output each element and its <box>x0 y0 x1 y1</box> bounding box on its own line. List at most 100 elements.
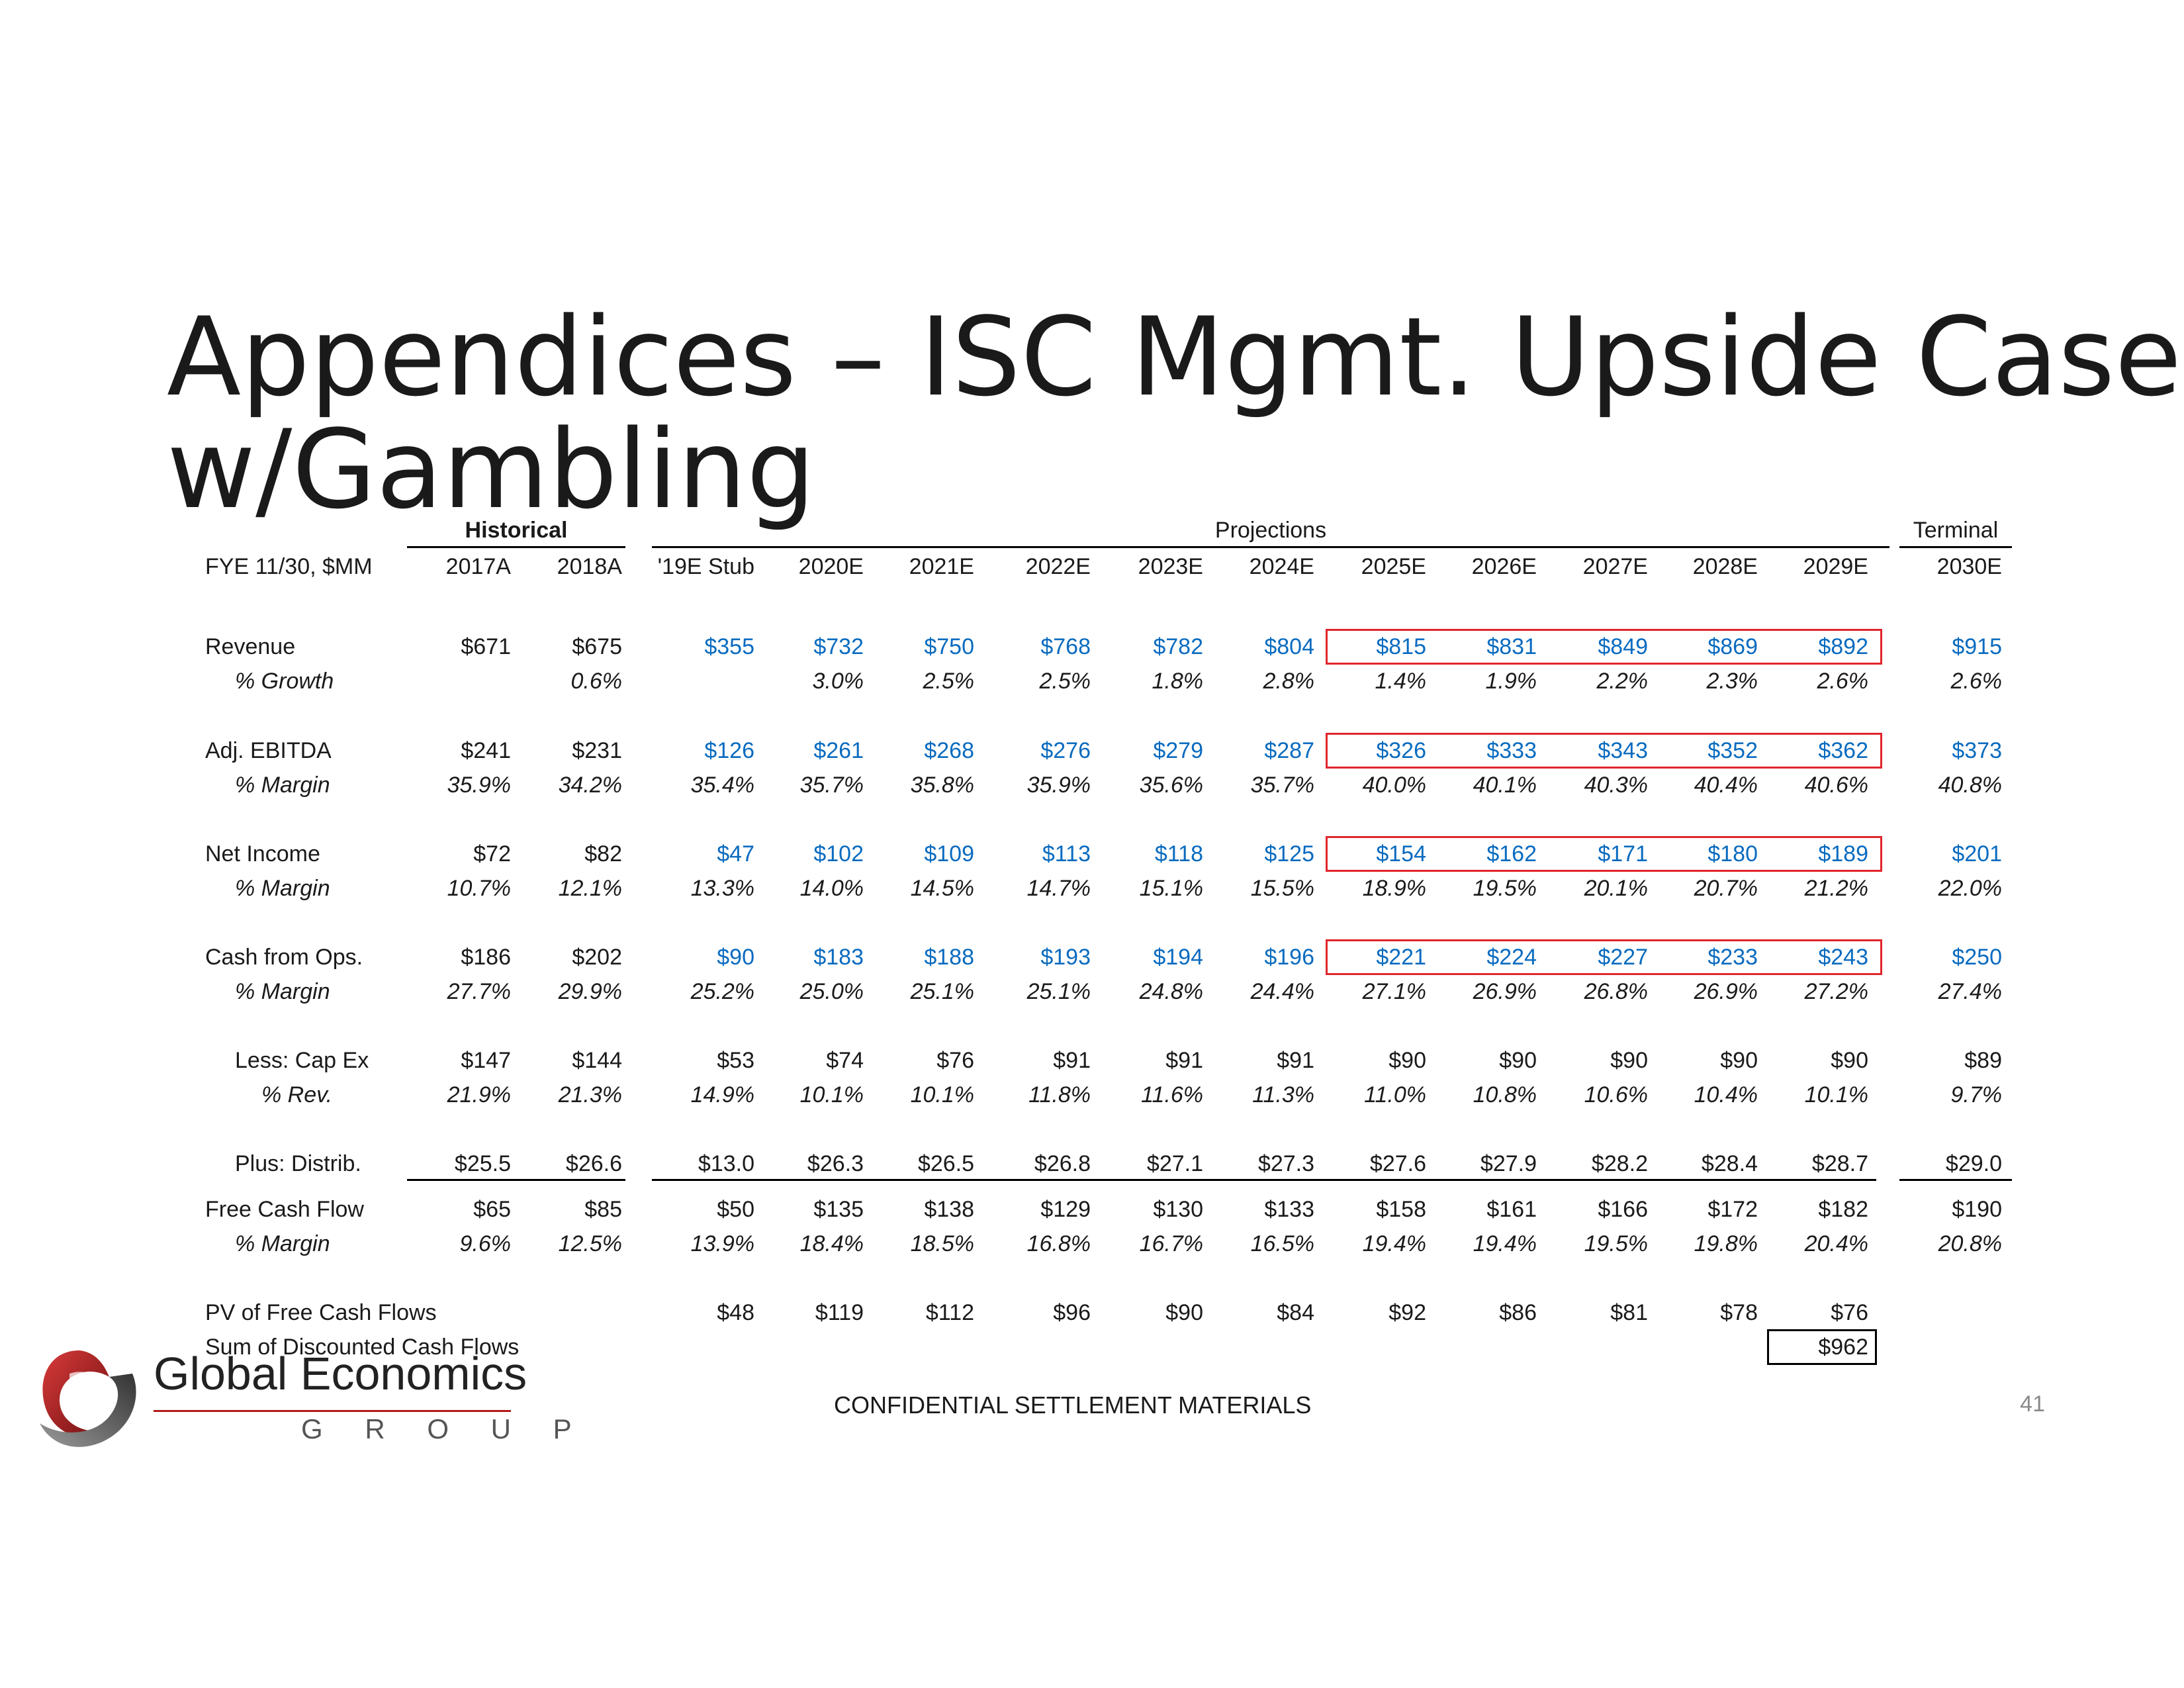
logo-divider <box>154 1410 511 1412</box>
row-label: Adj. EBITDA <box>205 738 332 763</box>
table-cell: 35.8% <box>910 773 974 798</box>
table-cell: 11.6% <box>1141 1082 1203 1107</box>
table-cell: $112 <box>925 1300 974 1325</box>
table-cell: $892 <box>1818 634 1868 659</box>
table-cell: $782 <box>1153 634 1203 659</box>
highlight-box <box>1326 733 1882 769</box>
column-header: 2022E <box>1025 554 1091 579</box>
row-label: % Rev. <box>261 1082 333 1107</box>
table-cell: $47 <box>717 841 754 867</box>
table-cell: 40.0% <box>1362 773 1426 798</box>
row-label: Less: Cap Ex <box>235 1048 369 1073</box>
table-cell: 16.7% <box>1139 1231 1203 1256</box>
company-logo-icon <box>40 1350 136 1447</box>
table-cell: $161 <box>1486 1197 1537 1222</box>
row-label: Free Cash Flow <box>205 1197 364 1222</box>
table-cell: $13.0 <box>698 1151 754 1176</box>
table-cell: $804 <box>1264 634 1314 659</box>
table-cell: 18.4% <box>799 1231 864 1256</box>
table-cell: 12.1% <box>558 876 622 901</box>
row-label: % Growth <box>235 669 334 694</box>
table-cell: 10.1% <box>799 1082 864 1107</box>
table-cell: $27.3 <box>1257 1151 1314 1176</box>
table-cell: $243 <box>1818 945 1868 970</box>
table-cell: $750 <box>924 634 974 659</box>
table-cell: 14.5% <box>910 876 974 901</box>
table-cell: 27.2% <box>1804 979 1868 1004</box>
table-cell: $78 <box>1720 1300 1758 1325</box>
table-cell: 21.9% <box>447 1082 511 1107</box>
table-cell: 11.8% <box>1028 1082 1091 1107</box>
table-cell: $90 <box>717 945 754 970</box>
row-label: % Margin <box>235 1231 330 1256</box>
table-cell: $183 <box>813 945 864 970</box>
table-cell: $171 <box>1598 841 1648 867</box>
table-cell: 29.9% <box>558 979 622 1004</box>
table-cell: 20.1% <box>1584 876 1648 901</box>
table-cell: 18.9% <box>1362 876 1426 901</box>
table-cell: $102 <box>813 841 864 867</box>
slide-title-line-1: Appendices – ISC Mgmt. Upside Case <box>167 294 2182 420</box>
table-cell: 1.4% <box>1375 669 1427 694</box>
table-cell: $26.5 <box>917 1151 974 1176</box>
table-cell: $193 <box>1040 945 1091 970</box>
table-cell: 34.2% <box>558 773 622 798</box>
table-cell: $196 <box>1264 945 1314 970</box>
table-cell: $352 <box>1707 738 1758 763</box>
table-cell: $86 <box>1499 1300 1537 1325</box>
table-cell: $26.3 <box>807 1151 864 1176</box>
confidential-footer: CONFIDENTIAL SETTLEMENT MATERIALS <box>834 1391 1312 1419</box>
table-cell: $287 <box>1264 738 1314 763</box>
row-label: % Margin <box>235 979 330 1004</box>
table-cell: 14.0% <box>799 876 864 901</box>
table-cell: $27.6 <box>1369 1151 1426 1176</box>
table-cell: $91 <box>1165 1048 1203 1073</box>
row-label: % Margin <box>235 773 330 798</box>
logo-wordmark: Global Economics <box>154 1348 527 1399</box>
table-cell: 2.5% <box>1039 669 1091 694</box>
table-cell: $831 <box>1486 634 1537 659</box>
table-cell: $85 <box>584 1197 622 1222</box>
group-header-historical: Historical <box>465 518 568 543</box>
table-cell: 35.9% <box>1026 773 1091 798</box>
table-cell: 27.4% <box>1938 979 2002 1004</box>
table-cell: 40.1% <box>1473 773 1537 798</box>
table-cell: 20.7% <box>1694 876 1758 901</box>
table-cell: $84 <box>1277 1300 1314 1325</box>
table-cell: $26.8 <box>1034 1151 1091 1176</box>
column-header: 2025E <box>1361 554 1426 579</box>
table-cell: 40.4% <box>1694 773 1758 798</box>
table-cell: $96 <box>1053 1300 1091 1325</box>
table-cell: 1.9% <box>1485 669 1537 694</box>
column-header: 2020E <box>798 554 864 579</box>
column-header: 2030E <box>1936 554 2002 579</box>
sum-label: Sum of Discounted Cash Flows <box>205 1335 520 1360</box>
slide-title: Appendices – ISC Mgmt. Upside Case w/Gam… <box>167 301 2181 526</box>
column-header: 2023E <box>1138 554 1203 579</box>
table-cell: $91 <box>1277 1048 1314 1073</box>
table-cell: $671 <box>461 634 511 659</box>
table-cell: $74 <box>826 1048 864 1073</box>
table-cell: $915 <box>1952 634 2002 659</box>
table-cell: 35.4% <box>690 773 754 798</box>
table-cell: $129 <box>1040 1197 1091 1222</box>
table-cell: 10.7% <box>447 876 511 901</box>
table-cell: 9.6% <box>459 1231 512 1256</box>
column-header: 2028E <box>1692 554 1758 579</box>
column-header: 2029E <box>1803 554 1868 579</box>
table-cell: 21.3% <box>558 1082 622 1107</box>
table-cell: $202 <box>572 945 622 970</box>
table-cell: 26.9% <box>1694 979 1758 1004</box>
table-cell: 24.8% <box>1139 979 1203 1004</box>
group-header-terminal-rule <box>1899 546 2012 548</box>
table-cell: 40.8% <box>1938 773 2002 798</box>
table-cell: 35.7% <box>799 773 864 798</box>
table-cell: 24.4% <box>1250 979 1314 1004</box>
table-cell: 2.2% <box>1596 669 1649 694</box>
column-header: 2027E <box>1582 554 1648 579</box>
table-cell: $89 <box>1964 1048 2002 1073</box>
table-cell: $732 <box>813 634 864 659</box>
table-cell: $25.5 <box>454 1151 511 1176</box>
table-cell: 14.7% <box>1026 876 1091 901</box>
table-cell: $118 <box>1154 841 1203 867</box>
